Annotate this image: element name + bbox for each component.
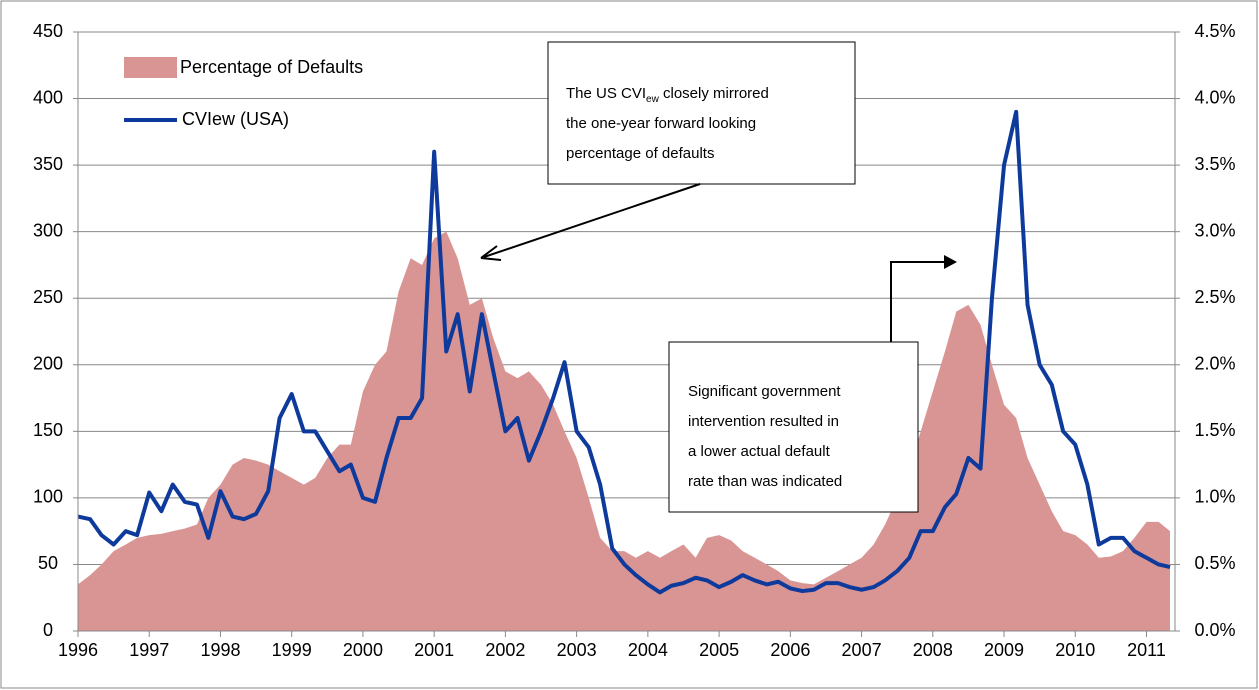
- y-tick-label: 250: [33, 287, 63, 307]
- x-tick-label: 2000: [343, 640, 383, 660]
- y-tick-label: 0: [43, 620, 53, 640]
- area: [78, 231, 1171, 631]
- legend-label: CVIew (USA): [182, 109, 289, 129]
- arrow: [890, 261, 950, 342]
- x-tick-label: 2007: [842, 640, 882, 660]
- legend-label: Percentage of Defaults: [180, 57, 363, 77]
- annotation: intervention resulted in: [688, 413, 839, 430]
- annotation: rate than was indicated: [688, 473, 842, 490]
- x-tick-label: 1996: [58, 640, 98, 660]
- y-tick-label: 300: [33, 220, 63, 240]
- y2-tick-label: 1.0%: [1194, 487, 1235, 507]
- x-tick-label: 2001: [414, 640, 454, 660]
- x-tick-label: 2010: [1055, 640, 1095, 660]
- annotation: a lower actual default: [688, 443, 831, 460]
- x-tick-label: 2009: [984, 640, 1024, 660]
- y2-tick-label: 2.0%: [1194, 354, 1235, 374]
- annotation: Significant government: [688, 383, 841, 400]
- y2-tick-label: 2.5%: [1194, 287, 1235, 307]
- line: [77, 109, 1171, 595]
- annotation: percentage of defaults: [566, 145, 714, 162]
- arrow: [483, 183, 701, 258]
- callout: The US CVIew closely mirrored the one-ye…: [480, 41, 856, 261]
- x-tick-label: 2005: [699, 640, 739, 660]
- y-tick-label: 350: [33, 154, 63, 174]
- callout-box: [547, 41, 856, 185]
- x-tick-label: 2004: [628, 640, 668, 660]
- x-tick-label: 1997: [129, 640, 169, 660]
- y2-tick-label: 3.5%: [1194, 154, 1235, 174]
- x-tick-label: 1998: [200, 640, 240, 660]
- x-tick-label: 2003: [557, 640, 597, 660]
- y-tick-label: 50: [38, 553, 58, 573]
- callout: Significant government intervention resu…: [668, 255, 957, 513]
- y2-tick-label: 0.0%: [1194, 620, 1235, 640]
- y2-tick-label: 4.0%: [1194, 87, 1235, 107]
- x-tick-label: 2011: [1127, 640, 1166, 660]
- annotation: The US CVIew closely mirrored: [566, 85, 769, 105]
- arrow-head: [480, 245, 502, 261]
- y2-tick-label: 0.5%: [1194, 553, 1235, 573]
- y-tick-label: 100: [33, 487, 63, 507]
- y2-tick-label: 3.0%: [1194, 220, 1235, 240]
- annotation: the one-year forward looking: [566, 115, 756, 132]
- x-tick-label: 2006: [770, 640, 810, 660]
- callout-box: [668, 341, 919, 513]
- y-tick-label: 150: [33, 420, 63, 440]
- y-tick-label: 200: [33, 354, 63, 374]
- x-tick-label: 2002: [485, 640, 525, 660]
- arrow-head: [944, 255, 957, 269]
- y-tick-label: 400: [33, 87, 63, 107]
- y2-tick-label: 1.5%: [1194, 420, 1235, 440]
- y-tick-label: 450: [33, 21, 63, 41]
- y2-tick-label: 4.5%: [1194, 21, 1235, 41]
- x-tick-label: 2008: [913, 640, 953, 660]
- legend-swatch: [124, 57, 177, 78]
- x-tick-label: 1999: [272, 640, 312, 660]
- legend: Percentage of Defaults CVIew (USA): [124, 57, 363, 129]
